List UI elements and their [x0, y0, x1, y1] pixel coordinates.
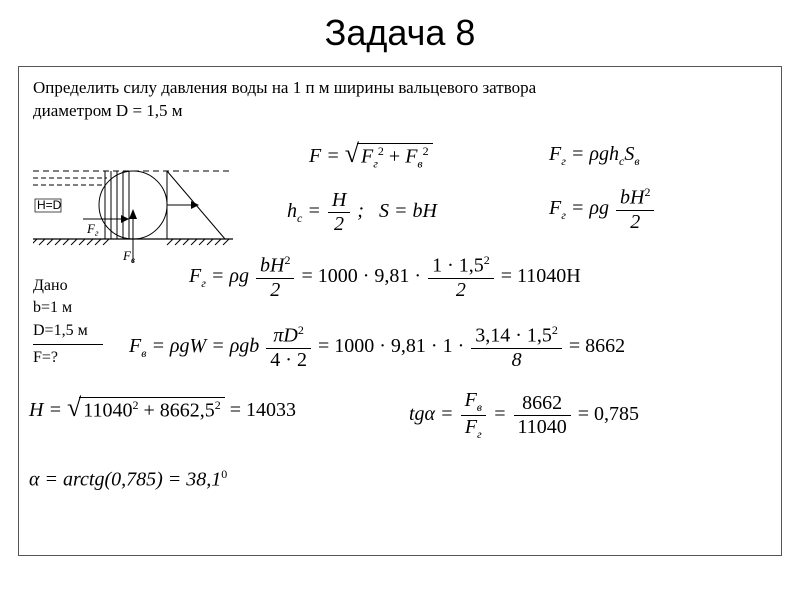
deg: 0 [221, 467, 227, 481]
page-title: Задача 8 [0, 0, 800, 66]
tga: tgα = [409, 403, 454, 425]
calc2-num: 3,14 · 1,5 [475, 325, 552, 347]
fourtwo: 4 · 2 [270, 349, 307, 371]
sub-g: г [373, 157, 378, 171]
svg-text:H=D: H=D [37, 198, 62, 212]
svg-text:в: в [131, 255, 135, 265]
tgden: 11040 [514, 416, 571, 439]
eq-fg-def: Fг = ρghcSв [549, 143, 640, 169]
problem-line1: Определить силу давления воды на 1 п м ш… [33, 78, 536, 97]
calc1-rhs1: = 1000 · 9,81 · [301, 265, 421, 287]
res3: = 14033 [230, 399, 296, 421]
eq-h-sqrt: H = √ 110402 + 8662,52 = 14033 [29, 397, 296, 423]
given-d: D=1,5 м [33, 322, 88, 339]
given-b: b=1 м [33, 299, 72, 316]
plus: + [389, 146, 405, 168]
given-heading: Дано [33, 277, 68, 294]
eq-f-sqrt: F = √ Fг2 + Fв2 [309, 143, 433, 172]
eq-tg: tgα = FвFг = 866211040 = 0,785 [409, 389, 639, 442]
problem-line2: диаметром D = 1,5 м [33, 101, 183, 120]
eq-F: F [309, 145, 321, 167]
tgnum: 8662 [514, 392, 571, 416]
given-divider [33, 344, 103, 345]
alpha: α = arctg(0,785) = 38,1 [29, 469, 221, 491]
calc1-num: 1 · 1,5 [432, 255, 484, 277]
eq-fg-bh2: Fг = ρg bH22 [549, 185, 656, 234]
tgres: = 0,785 [578, 403, 639, 425]
sqrt3a: 11040 [83, 400, 132, 422]
eq-fg-calc: Fг = ρg bH22 = 1000 · 9,81 · 1 · 1,522 =… [189, 253, 581, 302]
given-q: F=? [33, 349, 58, 366]
diagram: H=D F г F в [33, 145, 233, 270]
eq-hc: hc = H2 ; S = bH [287, 189, 437, 236]
eight: 8 [471, 349, 562, 372]
calc1-res: = 11040H [501, 265, 581, 287]
given-block: Дано b=1 м D=1,5 м F=? [33, 275, 103, 370]
sqrt3b: + 8662,5 [144, 400, 215, 422]
eq-alpha: α = arctg(0,785) = 38,10 [29, 467, 227, 492]
sub-v: в [417, 157, 422, 171]
calc2-res: = 8662 [569, 335, 625, 357]
content-box: Определить силу давления воды на 1 п м ш… [18, 66, 782, 556]
calc2-rhs1: = 1000 · 9,81 · 1 · [318, 335, 464, 357]
eq-fv-calc: Fв = ρgW = ρgb πD24 · 2 = 1000 · 9,81 · … [129, 323, 625, 372]
problem-text: Определить силу давления воды на 1 п м ш… [33, 77, 767, 123]
svg-text:г: г [95, 228, 99, 238]
